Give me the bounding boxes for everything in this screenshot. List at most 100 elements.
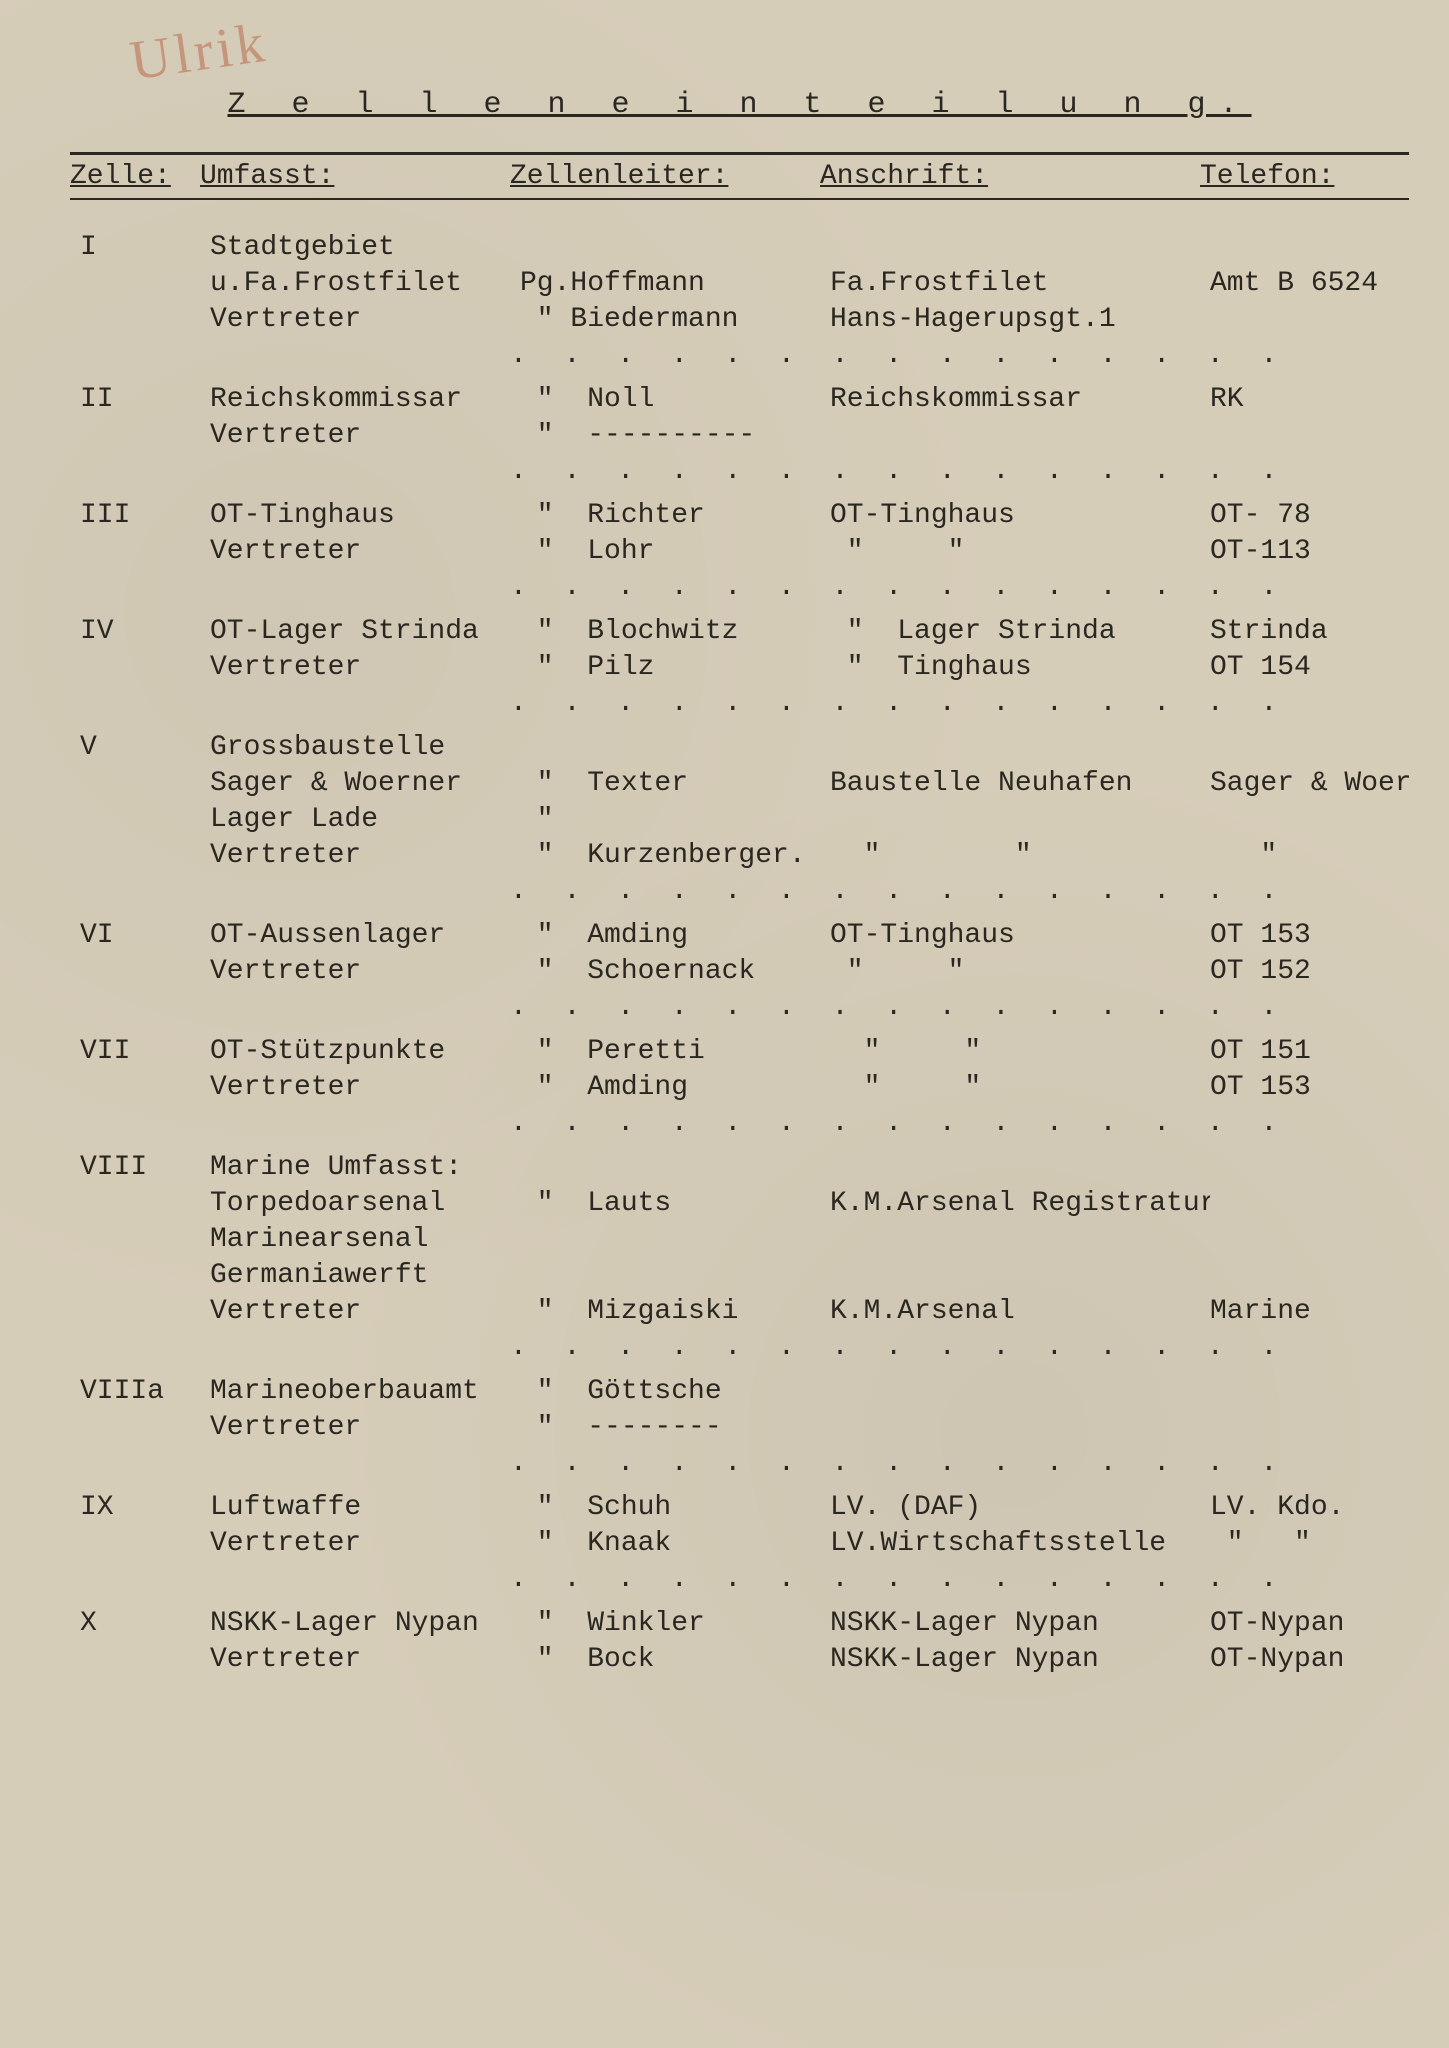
table-row: VIIIaMarineoberbauamt " Göttsche (70, 1374, 1409, 1410)
table-row: u.Fa.FrostfiletPg.HoffmannFa.FrostfiletA… (70, 266, 1409, 302)
cell-telefon: OT 153 (1210, 918, 1409, 954)
cell-umfasst: Vertreter (210, 1526, 520, 1562)
table-row: Torpedoarsenal " LautsK.M.Arsenal Regist… (70, 1186, 1409, 1222)
cell-telefon: Marine (1210, 1294, 1409, 1330)
table-row: Vertreter " BiedermannHans-Hagerupsgt.1 (70, 302, 1409, 338)
table-row: VIIOT-Stützpunkte " Peretti " "OT 151 (70, 1034, 1409, 1070)
cell-telefon: OT- 78 (1210, 498, 1409, 534)
document-page: Ulrik Z e l l e n e i n t e i l u n g. Z… (0, 0, 1449, 2048)
cell-anschrift: " " (830, 534, 1210, 570)
table-group: IXLuftwaffe " SchuhLV. (DAF)LV. Kdo.Vert… (70, 1490, 1409, 1598)
cell-anschrift: LV.Wirtschaftsstelle (830, 1526, 1210, 1562)
cell-umfasst: Torpedoarsenal (210, 1186, 520, 1222)
cell-anschrift: LV. (DAF) (830, 1490, 1210, 1526)
cell-telefon: RK (1210, 382, 1409, 418)
cell-zelle (70, 1294, 210, 1330)
cell-telefon (1210, 230, 1409, 266)
cell-anschrift: " " (830, 1070, 1210, 1106)
cell-telefon: OT 153 (1210, 1070, 1409, 1106)
dotted-separator: . . . . . . . . . . . . . . . (70, 874, 1409, 910)
cell-leiter: " Schoernack (520, 954, 830, 990)
cell-telefon: OT-113 (1210, 534, 1409, 570)
cell-leiter: " ---------- (520, 418, 830, 454)
table-row: Vertreter " BockNSKK-Lager NypanOT-Nypan (70, 1642, 1409, 1678)
cell-leiter (520, 1222, 830, 1258)
cell-leiter: " Kurzenberger. (520, 838, 830, 874)
cell-umfasst: Vertreter (210, 954, 520, 990)
cell-zelle: X (70, 1606, 210, 1642)
cell-zelle (70, 954, 210, 990)
cell-telefon (1210, 730, 1409, 766)
table-row: Marinearsenal (70, 1222, 1409, 1258)
cell-anschrift (830, 1222, 1210, 1258)
cell-zelle: VIII (70, 1150, 210, 1186)
table-group: IIIOT-Tinghaus " RichterOT-TinghausOT- 7… (70, 498, 1409, 606)
cell-anschrift: NSKK-Lager Nypan (830, 1642, 1210, 1678)
handwritten-annotation: Ulrik (126, 11, 272, 94)
cell-anschrift: Hans-Hagerupsgt.1 (830, 302, 1210, 338)
cell-zelle (70, 1186, 210, 1222)
cell-umfasst: OT-Tinghaus (210, 498, 520, 534)
dotted-separator: . . . . . . . . . . . . . . . (70, 338, 1409, 374)
header-umfasst: Umfasst: (200, 161, 334, 192)
cell-leiter: Pg.Hoffmann (520, 266, 830, 302)
cell-leiter: " Pilz (520, 650, 830, 686)
cell-telefon: LV. Kdo. (1210, 1490, 1409, 1526)
cell-zelle (70, 302, 210, 338)
cell-umfasst: Reichskommissar (210, 382, 520, 418)
cell-leiter: " Lohr (520, 534, 830, 570)
cell-zelle (70, 1410, 210, 1446)
cell-zelle (70, 650, 210, 686)
table-row: IIReichskommissar " NollReichskommissarR… (70, 382, 1409, 418)
cell-leiter: " Amding (520, 1070, 830, 1106)
cell-zelle: I (70, 230, 210, 266)
cell-zelle: II (70, 382, 210, 418)
header-telefon: Telefon: (1200, 161, 1334, 192)
cell-umfasst: Lager Lade (210, 802, 520, 838)
cell-anschrift: K.M.Arsenal Registratur (830, 1186, 1210, 1222)
cell-anschrift (830, 1410, 1210, 1446)
table-row: IStadtgebiet (70, 230, 1409, 266)
cell-anschrift: OT-Tinghaus (830, 918, 1210, 954)
table-group: IStadtgebietu.Fa.FrostfiletPg.HoffmannFa… (70, 230, 1409, 374)
cell-umfasst: OT-Lager Strinda (210, 614, 520, 650)
cell-telefon: OT 154 (1210, 650, 1409, 686)
cell-telefon: OT-Nypan (1210, 1606, 1409, 1642)
cell-anschrift (830, 1258, 1210, 1294)
cell-anschrift: " Lager Strinda (830, 614, 1210, 650)
cell-anschrift (830, 1374, 1210, 1410)
table-group: VGrossbaustelleSager & Woerner " TexterB… (70, 730, 1409, 910)
table-group: VIIIMarine Umfasst:Torpedoarsenal " Laut… (70, 1150, 1409, 1366)
cell-leiter: " Noll (520, 382, 830, 418)
cell-umfasst: Stadtgebiet (210, 230, 520, 266)
cell-anschrift (830, 802, 1210, 838)
table-row: IIIOT-Tinghaus " RichterOT-TinghausOT- 7… (70, 498, 1409, 534)
cell-umfasst: Vertreter (210, 650, 520, 686)
table-row: Vertreter " KnaakLV.Wirtschaftsstelle " … (70, 1526, 1409, 1562)
cell-anschrift: " " (830, 1034, 1210, 1070)
table-row: Lager Lade " (70, 802, 1409, 838)
cell-telefon (1210, 1186, 1409, 1222)
cell-zelle: IV (70, 614, 210, 650)
cell-umfasst: Vertreter (210, 534, 520, 570)
cell-anschrift: Baustelle Neuhafen (830, 766, 1210, 802)
cell-zelle (70, 766, 210, 802)
cell-leiter: " Amding (520, 918, 830, 954)
table-row: Vertreter " Kurzenberger. " " " (70, 838, 1409, 874)
table-row: VIOT-Aussenlager " AmdingOT-TinghausOT 1… (70, 918, 1409, 954)
cell-telefon: OT 151 (1210, 1034, 1409, 1070)
rule-under-header (70, 198, 1409, 200)
cell-telefon (1210, 1258, 1409, 1294)
cell-umfasst: Vertreter (210, 1294, 520, 1330)
cell-zelle (70, 534, 210, 570)
cell-leiter: " Peretti (520, 1034, 830, 1070)
table-row: VIIIMarine Umfasst: (70, 1150, 1409, 1186)
cell-umfasst: Vertreter (210, 1410, 520, 1446)
table-row: Vertreter " -------- (70, 1410, 1409, 1446)
cell-umfasst: Vertreter (210, 302, 520, 338)
dotted-separator: . . . . . . . . . . . . . . . (70, 686, 1409, 722)
cell-anschrift: " " (830, 954, 1210, 990)
cell-telefon (1210, 1410, 1409, 1446)
dotted-separator: . . . . . . . . . . . . . . . (70, 570, 1409, 606)
cell-zelle (70, 1526, 210, 1562)
